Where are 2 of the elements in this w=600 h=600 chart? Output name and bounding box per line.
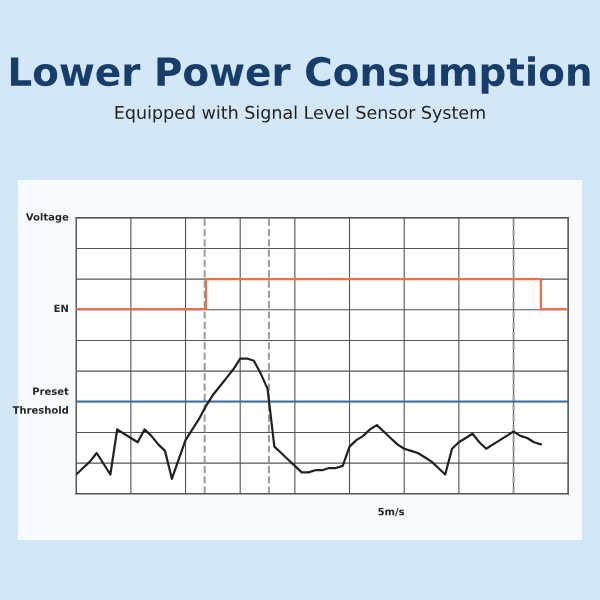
chart-title: Lower Power Consumption — [10, 56, 590, 94]
chart-subtitle: Equipped with Signal Level Sensor System — [115, 105, 485, 123]
